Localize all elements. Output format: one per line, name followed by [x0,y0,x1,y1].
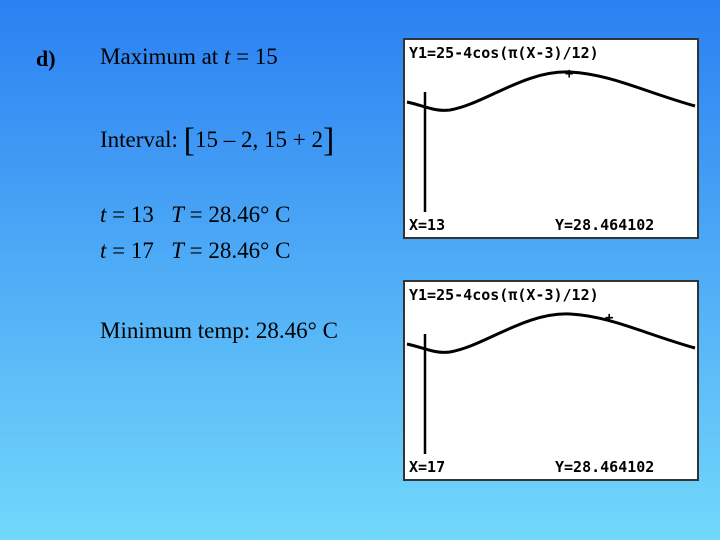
var: t [223,44,231,69]
interval-line: Interval: [15 – 2, 15 + 2] [100,122,334,160]
point-line: t = 13 T = 28.46° C [100,202,290,228]
bracket: ] [322,122,335,159]
minimum-line: Minimum temp: 28.46° C [100,318,338,343]
equation: Y1=25-4cos(π(X-3)/12) [409,44,599,62]
calculator-screen: + Y1=25-4cos(π(X-3)/12) X=13 Y=28.464102 [403,38,699,239]
text: Maximum at [100,44,219,69]
point-line: t = 17 T = 28.46° C [100,238,290,264]
var: t [100,202,107,227]
text: = 15 [236,44,278,69]
curve [406,70,696,112]
cursor: + [605,310,613,326]
graph: + [406,310,696,454]
text: = 28.46° C [189,238,291,263]
equation: Y1=25-4cos(π(X-3)/12) [409,286,599,304]
x-readout: X=13 [409,216,446,234]
cursor: + [565,66,573,82]
var: t [100,238,107,263]
bracket: [ [183,122,195,159]
maximum-line: Maximum at t = 15 [100,44,278,70]
part-label: d) [36,46,56,71]
text: = 13 [112,202,154,227]
graph: + [406,66,696,212]
curve [406,312,696,354]
var: T [171,238,184,263]
text: 15 – 2, 15 + 2 [194,127,323,152]
calculator-screen: + Y1=25-4cos(π(X-3)/12) X=17 Y=28.464102 [403,280,699,481]
text: = 17 [112,238,154,263]
text: = 28.46° C [189,202,291,227]
var: T [171,202,184,227]
text: Interval: [100,127,178,152]
y-readout: Y=28.464102 [555,458,655,476]
x-readout: X=17 [409,458,446,476]
y-readout: Y=28.464102 [555,216,655,234]
